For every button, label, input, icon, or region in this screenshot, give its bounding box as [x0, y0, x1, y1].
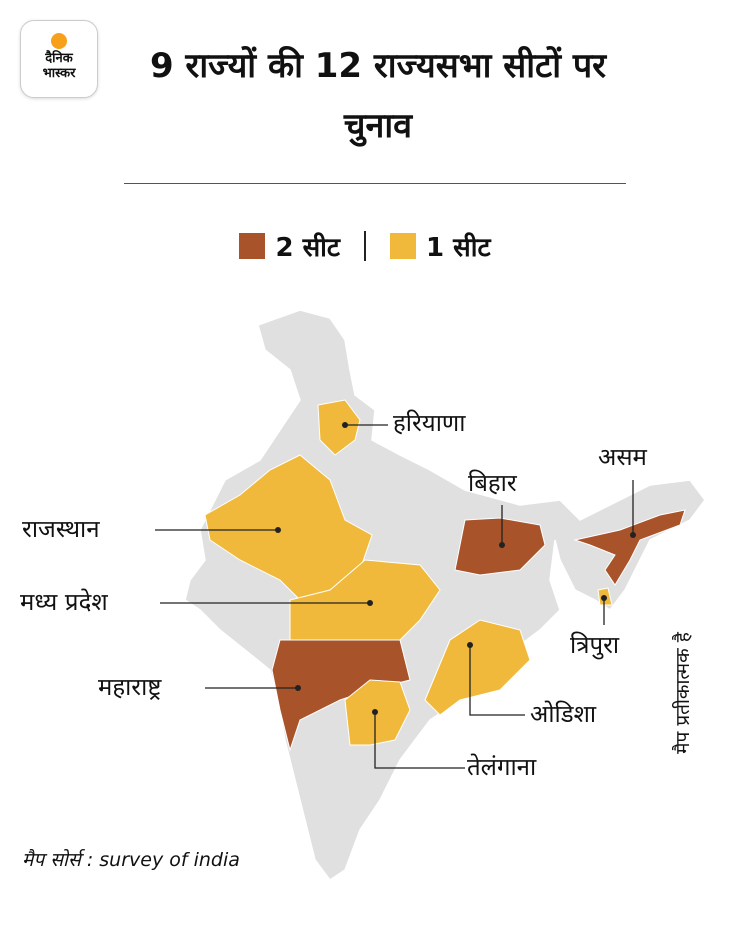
- state-haryana: [317, 399, 361, 456]
- map-source: मैप सोर्स : survey of india: [22, 849, 240, 871]
- dot-rajasthan: [275, 527, 281, 533]
- label-odisha: ओडिशा: [530, 700, 597, 728]
- dot-assam: [630, 532, 636, 538]
- leader-odisha: [469, 645, 525, 716]
- dot-haryana: [342, 422, 348, 428]
- legend: 2 सीट 1 सीट: [0, 228, 730, 264]
- dot-tripura: [601, 595, 607, 601]
- legend-label-one-seat: 1 सीट: [426, 233, 491, 263]
- label-rajasthan: राजस्थान: [22, 515, 100, 543]
- india-outline: [184, 309, 706, 882]
- logo-line2: भास्कर: [42, 66, 76, 81]
- dot-madhya-pradesh: [367, 600, 373, 606]
- marker-dots: [275, 422, 636, 715]
- leader-telangana: [374, 712, 465, 769]
- label-maharashtra: महाराष्ट्र: [98, 673, 162, 701]
- state-rajasthan: [204, 454, 373, 601]
- leader-lines: [155, 424, 634, 769]
- dot-bihar: [499, 542, 505, 548]
- state-maharashtra: [271, 639, 411, 752]
- sun-icon: [51, 33, 67, 49]
- map-symbolic-note: मैप प्रतीकात्मक है: [672, 632, 694, 754]
- label-bihar: बिहार: [468, 469, 517, 497]
- state-odisha: [424, 619, 531, 716]
- dot-telangana: [372, 709, 378, 715]
- legend-swatch-two-seats: [239, 233, 266, 259]
- legend-separator: [364, 231, 366, 261]
- legend-swatch-one-seat: [390, 233, 416, 259]
- logo-line1: दैनिक: [45, 51, 73, 66]
- legend-label-two-seats: 2 सीट: [275, 233, 340, 263]
- state-assam: [573, 509, 686, 586]
- dot-maharashtra: [295, 685, 301, 691]
- dainik-bhaskar-logo: दैनिक भास्कर: [20, 20, 98, 98]
- label-tripura: त्रिपुरा: [570, 631, 620, 659]
- label-haryana: हरियाणा: [393, 409, 466, 437]
- divider: [124, 183, 626, 184]
- label-assam: असम: [598, 443, 647, 471]
- dot-odisha: [467, 642, 473, 648]
- label-telangana: तेलंगाना: [467, 753, 537, 781]
- page-title: 9 राज्यों की 12 राज्यसभा सीटों पर चुनाव: [149, 46, 607, 146]
- label-madhya-pradesh: मध्य प्रदेश: [20, 588, 108, 616]
